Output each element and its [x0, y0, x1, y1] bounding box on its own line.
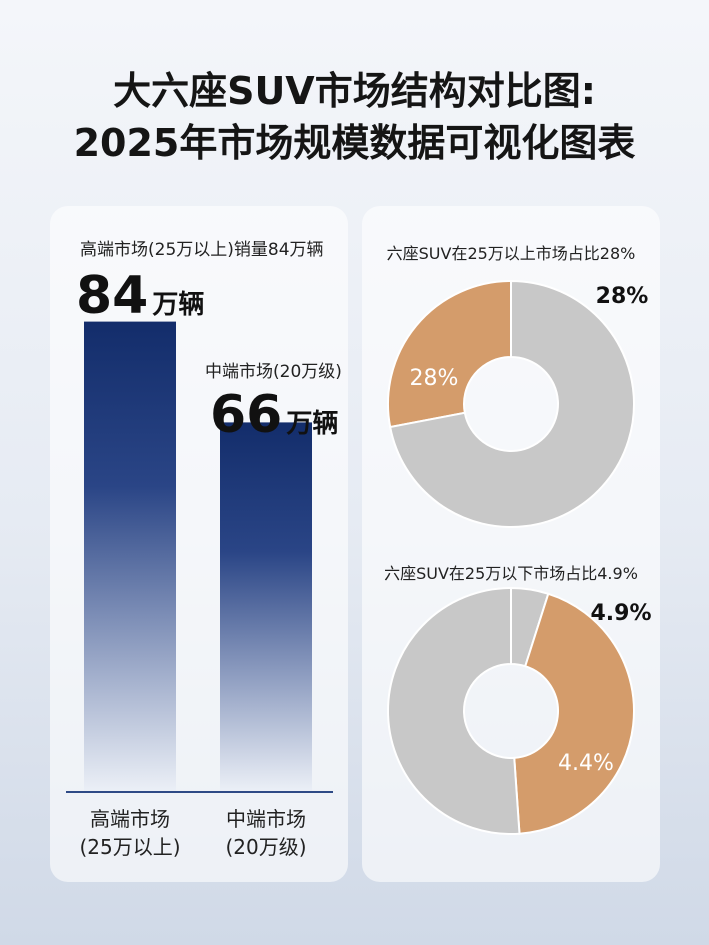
page-title-line-1: 大六座SUV市场结构对比图:: [113, 69, 596, 113]
donut0-slice-0: [387, 279, 512, 429]
page-title-line-2: 2025年市场规模数据可视化图表: [73, 121, 636, 165]
x-tick-label-high-end-line1: 高端市场: [90, 807, 170, 831]
bar-value-label-mid-end: 66 万辆: [210, 385, 338, 445]
bar-1: [220, 422, 312, 792]
x-tick-label-high-end-line2: (25万以上): [79, 835, 180, 859]
bar-caption-mid-end: 中端市场(20万级): [205, 362, 342, 382]
bar-value-label-high-end: 84 万辆: [76, 266, 204, 326]
donut2-outside-label: 4.9%: [590, 601, 651, 626]
donut1-slice-2: [386, 586, 521, 835]
donut1-outside-label: 28%: [596, 284, 649, 309]
donut2-slice-label: 4.4%: [558, 751, 614, 776]
donut1-title: 六座SUV在25万以上市场占比28%: [387, 244, 636, 263]
bar-0: [84, 321, 176, 792]
bar-caption-high-end: 高端市场(25万以上)销量84万辆: [80, 240, 324, 260]
x-tick-label-mid-end-line1: 中端市场: [226, 807, 306, 831]
donut0-slice-1: [389, 279, 635, 528]
x-tick-label-mid-end-line2: (20万级): [225, 835, 306, 859]
donut1-slice-1: [513, 592, 635, 835]
donut1-slice-label: 28%: [410, 366, 459, 391]
donut2-title: 六座SUV在25万以下市场占比4.9%: [384, 564, 638, 583]
